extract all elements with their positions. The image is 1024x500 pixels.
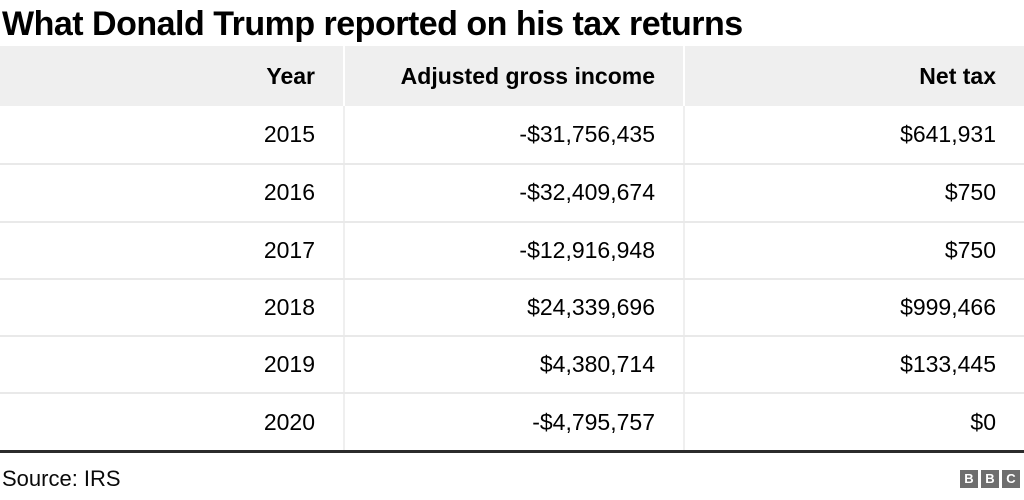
header-net-tax: Net tax (683, 46, 1024, 106)
cell-net-tax: $750 (683, 165, 1024, 221)
header-adjusted-gross-income: Adjusted gross income (343, 46, 683, 106)
tax-returns-table: Year Adjusted gross income Net tax 2015 … (0, 46, 1024, 450)
source-attribution: Source: IRS (2, 465, 121, 491)
cell-adjusted-gross-income: -$31,756,435 (343, 106, 683, 164)
cell-net-tax: $641,931 (683, 106, 1024, 164)
table-row: 2020 -$4,795,757 $0 (0, 392, 1024, 450)
cell-net-tax: $133,445 (683, 337, 1024, 393)
cell-year: 2019 (263, 351, 315, 378)
cell-year: 2017 (263, 236, 315, 263)
cell-net-tax: $999,466 (683, 279, 1024, 336)
cell-year: 2016 (263, 179, 315, 206)
page-title: What Donald Trump reported on his tax re… (2, 5, 743, 43)
bbc-logo-letter: B (981, 469, 999, 488)
cell-year: 2018 (263, 294, 315, 321)
footer: Source: IRS B B C (0, 453, 1024, 492)
cell-year: 2015 (263, 121, 315, 148)
table-bottom-rule (0, 449, 1024, 453)
cell-year: 2020 (263, 408, 315, 435)
cell-net-tax: $750 (683, 222, 1024, 278)
cell-adjusted-gross-income: $24,339,696 (343, 279, 683, 336)
table-row: 2018 $24,339,696 $999,466 (0, 277, 1024, 336)
bbc-logo: B B C (960, 469, 1020, 488)
cell-adjusted-gross-income: $4,380,714 (343, 337, 683, 393)
table-row: 2015 -$31,756,435 $641,931 (0, 106, 1024, 164)
cell-adjusted-gross-income: -$32,409,674 (343, 165, 683, 221)
header-year: Year (266, 62, 315, 89)
table-header-row: Year Adjusted gross income Net tax (0, 46, 1024, 106)
table-row: 2016 -$32,409,674 $750 (0, 163, 1024, 221)
table-row: 2019 $4,380,714 $133,445 (0, 335, 1024, 393)
cell-adjusted-gross-income: -$4,795,757 (343, 394, 683, 450)
table-row: 2017 -$12,916,948 $750 (0, 220, 1024, 278)
bbc-logo-letter: C (1002, 469, 1020, 488)
cell-adjusted-gross-income: -$12,916,948 (343, 222, 683, 278)
cell-net-tax: $0 (683, 394, 1024, 450)
bbc-logo-letter: B (960, 469, 978, 488)
